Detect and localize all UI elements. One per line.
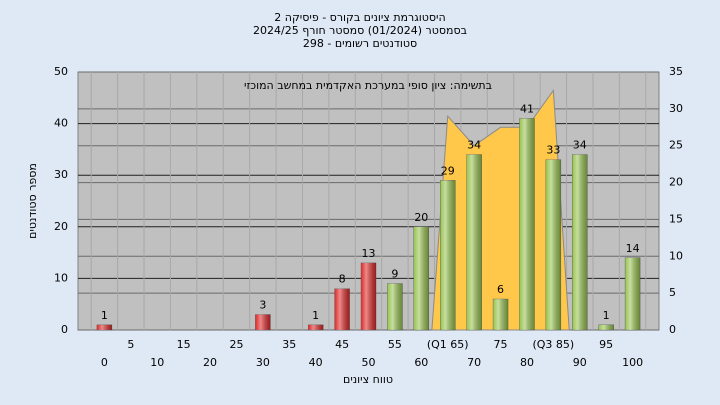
data-label: 29 — [441, 164, 455, 177]
data-label: 8 — [339, 273, 346, 286]
y2-tick-label: 0 — [669, 323, 676, 336]
y-tick-label: 10 — [54, 271, 68, 284]
data-label: 1 — [603, 309, 610, 322]
data-label: 41 — [520, 102, 534, 115]
title: היסטוגרמת ציונים בקורס - פיסיקה 2 — [274, 11, 445, 24]
data-label: 9 — [391, 268, 398, 281]
y2-tick-label: 25 — [669, 139, 683, 152]
x-tick-label: 55 — [388, 338, 402, 351]
data-label: 33 — [546, 144, 560, 157]
x-tick-label: 45 — [335, 338, 349, 351]
y2-tick-label: 35 — [669, 65, 683, 78]
y-tick-label: 40 — [54, 117, 68, 130]
title: סטודנטים רשומים - 298 — [303, 37, 417, 50]
x-tick-label: 80 — [520, 356, 534, 369]
x-tick-label: 5 — [127, 338, 134, 351]
y-tick-label: 0 — [61, 323, 68, 336]
x-tick-label: 20 — [203, 356, 217, 369]
y2-tick-label: 10 — [669, 249, 683, 262]
y-axis-label: מספר סטודנטים — [26, 163, 39, 239]
data-label: 13 — [362, 247, 376, 260]
y2-tick-label: 20 — [669, 176, 683, 189]
x-tick-label: 30 — [256, 356, 270, 369]
x-tick-label: 40 — [309, 356, 323, 369]
y-tick-label: 20 — [54, 220, 68, 233]
y2-tick-label: 30 — [669, 102, 683, 115]
x-tick-label: 0 — [101, 356, 108, 369]
data-label: 3 — [259, 299, 266, 312]
y-tick-label: 50 — [54, 65, 68, 78]
x-tick-label: 90 — [573, 356, 587, 369]
y2-tick-label: 15 — [669, 212, 683, 225]
x-axis-label: טווח ציונים — [343, 373, 393, 386]
title: בסמסטר (01/2024) סמסטר חורף 2024/25 — [253, 24, 467, 37]
annotation: בתשימה: ציון סופי במערכת האקדמית במחשב ה… — [244, 79, 492, 92]
x-tick-label: 60 — [414, 356, 428, 369]
x-tick-label: 100 — [622, 356, 643, 369]
x-tick-label: 50 — [362, 356, 376, 369]
x-tick-label: 75 — [494, 338, 508, 351]
x-tick-label: (Q1 65) — [427, 338, 469, 351]
data-label: 1 — [312, 309, 319, 322]
data-label: 14 — [626, 242, 640, 255]
x-tick-label: (Q3 85) — [532, 338, 574, 351]
data-label: 34 — [573, 139, 587, 152]
y-tick-label: 30 — [54, 168, 68, 181]
x-tick-label: 95 — [599, 338, 613, 351]
area — [431, 89, 570, 331]
x-tick-label: 10 — [150, 356, 164, 369]
data-label: 20 — [414, 211, 428, 224]
x-tick-label: 70 — [467, 356, 481, 369]
data-label: 34 — [467, 139, 481, 152]
x-tick-label: 15 — [177, 338, 191, 351]
x-tick-label: 25 — [229, 338, 243, 351]
x-tick-label: 35 — [282, 338, 296, 351]
y2-tick-label: 5 — [669, 286, 676, 299]
data-label: 1 — [101, 309, 108, 322]
data-label: 6 — [497, 283, 504, 296]
